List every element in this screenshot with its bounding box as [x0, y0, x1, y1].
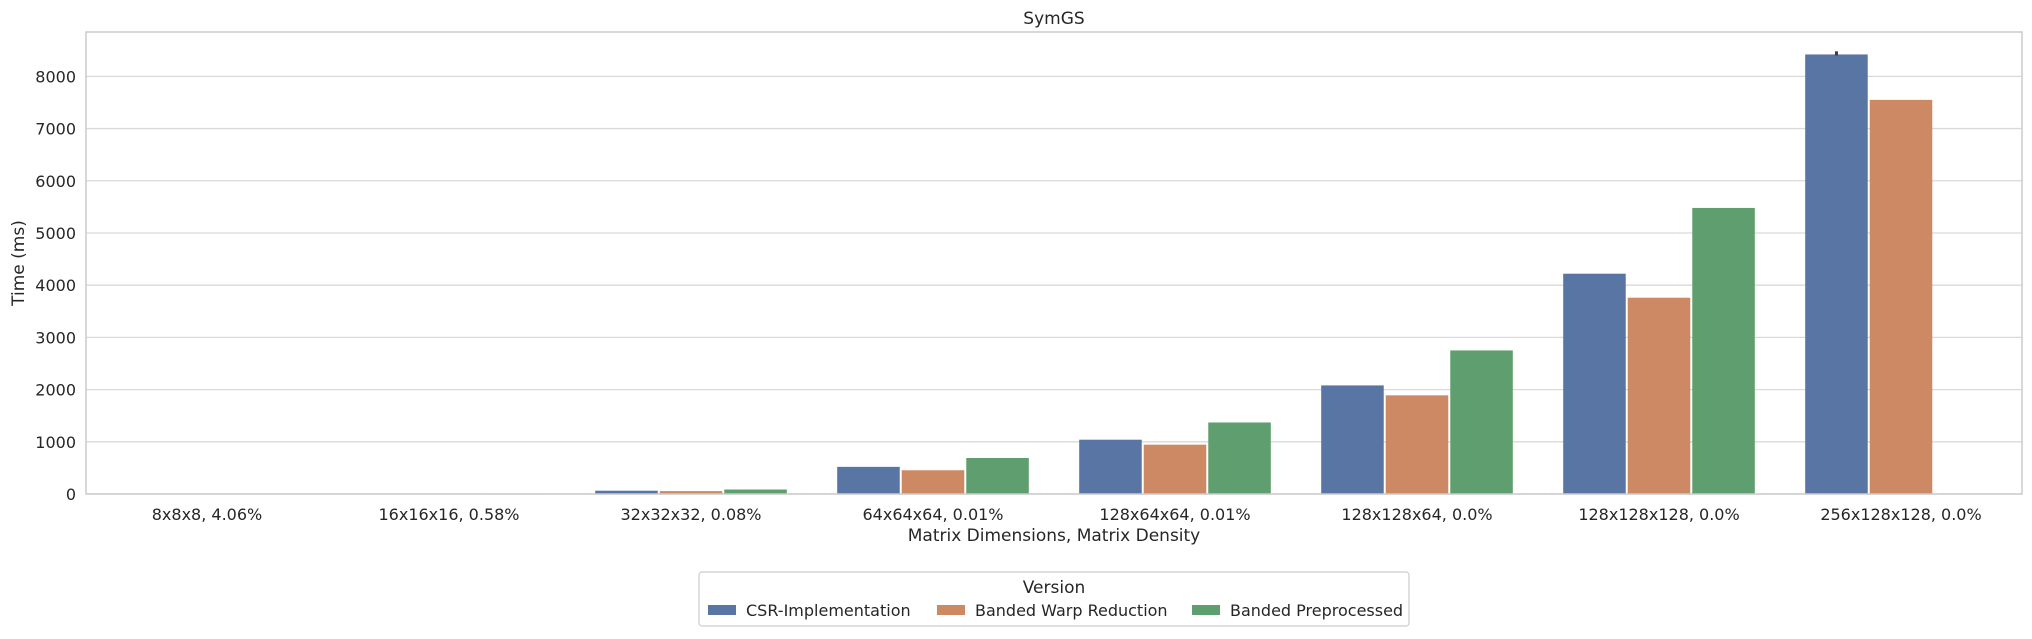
bar	[1144, 445, 1207, 494]
bar	[1628, 298, 1691, 494]
legend-title: Version	[1023, 578, 1086, 598]
x-tick-label: 256x128x128, 0.0%	[1820, 505, 1981, 524]
bar	[1563, 274, 1626, 494]
x-tick-label: 128x128x128, 0.0%	[1578, 505, 1739, 524]
legend-label: Banded Warp Reduction	[975, 601, 1168, 620]
y-tick-label: 5000	[35, 224, 76, 243]
x-tick-label: 16x16x16, 0.58%	[378, 505, 519, 524]
y-tick-labels: 0 1000 2000 3000 4000 5000 6000 7000 8000	[35, 67, 76, 504]
x-tick-label: 32x32x32, 0.08%	[620, 505, 761, 524]
legend-items: CSR-Implementation Banded Warp Reduction B…	[708, 601, 1403, 620]
x-tick-label: 8x8x8, 4.06%	[152, 505, 262, 524]
y-tick-label: 6000	[35, 172, 76, 191]
y-tick-label: 8000	[35, 67, 76, 86]
y-tick-label: 0	[66, 485, 76, 504]
y-tick-label: 2000	[35, 381, 76, 400]
x-tick-label: 128x128x64, 0.0%	[1341, 505, 1492, 524]
bar	[1321, 385, 1384, 494]
y-tick-label: 3000	[35, 328, 76, 347]
bar	[1450, 350, 1513, 494]
y-tick-label: 7000	[35, 120, 76, 139]
bar	[1870, 100, 1933, 494]
bar	[1208, 422, 1271, 494]
chart-title: SymGS	[1023, 9, 1084, 29]
bar	[1805, 54, 1868, 494]
x-tick-label: 64x64x64, 0.01%	[862, 505, 1003, 524]
legend-swatch	[937, 605, 965, 615]
legend-swatch	[1192, 605, 1220, 615]
legend-label: CSR-Implementation	[746, 601, 911, 620]
y-axis-label: Time (ms)	[9, 220, 29, 307]
bar	[1692, 208, 1755, 494]
y-tick-label: 1000	[35, 433, 76, 452]
x-tick-label: 128x64x64, 0.01%	[1099, 505, 1250, 524]
bar	[1386, 395, 1449, 494]
x-tick-labels: 8x8x8, 4.06% 16x16x16, 0.58% 32x32x32, 0.0…	[152, 505, 1982, 524]
legend: Version CSR-Implementation Banded Warp Re…	[699, 572, 1409, 626]
bar	[966, 458, 1029, 494]
bar	[837, 467, 900, 494]
bars	[111, 54, 1932, 494]
bar	[902, 470, 965, 494]
y-tick-label: 4000	[35, 276, 76, 295]
bar	[1079, 440, 1142, 494]
legend-swatch	[708, 605, 736, 615]
x-axis-label: Matrix Dimensions, Matrix Density	[908, 526, 1201, 546]
legend-label: Banded Preprocessed	[1230, 601, 1403, 620]
